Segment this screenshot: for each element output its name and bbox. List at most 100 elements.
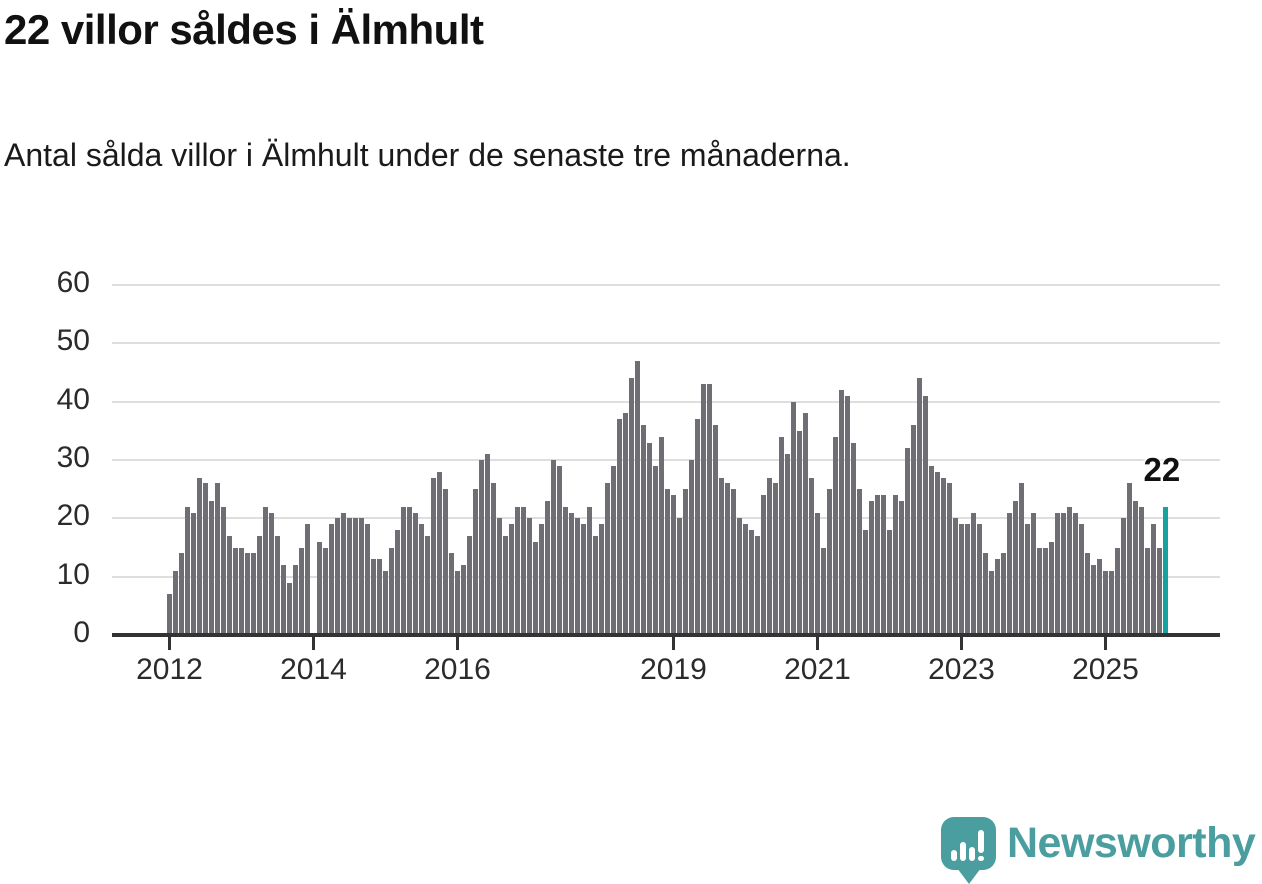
- newsworthy-speech-bubble-chart-icon: [941, 817, 996, 870]
- bar: [221, 506, 226, 635]
- bar: [785, 454, 790, 635]
- bar: [359, 518, 364, 635]
- bar: [1049, 541, 1054, 635]
- bar: [419, 524, 424, 635]
- bar: [965, 524, 970, 635]
- bar: [1061, 512, 1066, 635]
- bar: [899, 500, 904, 635]
- bar: [983, 553, 988, 635]
- bar: [677, 518, 682, 635]
- bar: [185, 506, 190, 635]
- bar: [197, 477, 202, 635]
- bar: [713, 425, 718, 635]
- gridline: [112, 459, 1220, 461]
- bar: [239, 547, 244, 635]
- x-axis-tick-label: 2016: [424, 653, 491, 686]
- bar: [383, 570, 388, 635]
- bar: [317, 541, 322, 635]
- bar: [1085, 553, 1090, 635]
- bar: [431, 477, 436, 635]
- bar: [497, 518, 502, 635]
- bar: [1055, 512, 1060, 635]
- bar: [1079, 524, 1084, 635]
- bar: [941, 477, 946, 635]
- bar: [1127, 483, 1132, 635]
- bar: [299, 547, 304, 635]
- bar: [425, 535, 430, 635]
- bar: [203, 483, 208, 635]
- y-axis-tick-label: 50: [56, 324, 90, 358]
- bar: [671, 495, 676, 635]
- bar: [809, 477, 814, 635]
- bar: [605, 483, 610, 635]
- bar: [881, 495, 886, 635]
- bar: [1025, 524, 1030, 635]
- bar: [1037, 547, 1042, 635]
- bar: [551, 460, 556, 635]
- bar: [1121, 518, 1126, 635]
- bar: [971, 512, 976, 635]
- x-axis-tick: [1104, 637, 1107, 650]
- bar: [209, 500, 214, 635]
- bar: [539, 524, 544, 635]
- bar: [719, 477, 724, 635]
- bar: [545, 500, 550, 635]
- bar: [725, 483, 730, 635]
- bar: [263, 506, 268, 635]
- bar: [503, 535, 508, 635]
- bar: [1067, 506, 1072, 635]
- bar: [611, 465, 616, 635]
- gridline: [112, 400, 1220, 403]
- x-axis-tick-label: 2023: [928, 653, 995, 686]
- bar: [1013, 500, 1018, 635]
- bar: [329, 524, 334, 635]
- bar: [1145, 547, 1150, 635]
- bar: [341, 512, 346, 635]
- bar: [353, 518, 358, 635]
- bar: [647, 442, 652, 635]
- bar: [743, 524, 748, 635]
- bar: [1109, 570, 1114, 635]
- last-value-annotation: 22: [1143, 450, 1181, 488]
- speech-bubble-tail: [957, 868, 981, 884]
- y-axis-tick-label: 60: [56, 266, 90, 299]
- bar: [635, 360, 640, 635]
- bar: [509, 524, 514, 635]
- bar: [227, 535, 232, 635]
- bar: [839, 390, 844, 635]
- bar: [1043, 547, 1048, 635]
- x-axis-tick: [168, 637, 171, 650]
- x-axis-tick-label: 2012: [136, 653, 203, 686]
- bar: [737, 518, 742, 635]
- bar: [233, 547, 238, 635]
- bar: [893, 495, 898, 635]
- bar: [389, 547, 394, 635]
- bar: [749, 530, 754, 635]
- bar: [401, 506, 406, 635]
- bar: [335, 518, 340, 635]
- bar: [251, 553, 256, 635]
- bar: [863, 530, 868, 635]
- bar: [869, 500, 874, 635]
- bar: [887, 530, 892, 635]
- highlight-bar-current-value: [1163, 506, 1168, 635]
- bar: [617, 419, 622, 635]
- bar: [1097, 559, 1102, 635]
- bar: [569, 512, 574, 635]
- bar: [797, 430, 802, 635]
- bar: [563, 506, 568, 635]
- chart-subtitle: Antal sålda villor i Älmhult under de se…: [4, 137, 851, 173]
- newsworthy-logo-text: Newsworthy: [1007, 819, 1256, 867]
- bar: [1091, 565, 1096, 635]
- bar: [575, 518, 580, 635]
- x-axis-line: [112, 633, 1220, 637]
- x-axis-tick-label: 2014: [280, 653, 347, 686]
- bar: [701, 384, 706, 635]
- bar: [929, 465, 934, 635]
- bar: [599, 524, 604, 635]
- bar: [1031, 512, 1036, 635]
- bar: [833, 436, 838, 635]
- bar: [1139, 506, 1144, 635]
- bar: [407, 506, 412, 635]
- bar: [875, 495, 880, 635]
